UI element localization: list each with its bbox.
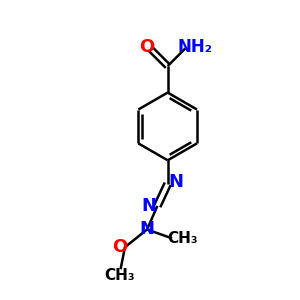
Text: N: N	[168, 173, 183, 191]
Text: CH₃: CH₃	[105, 268, 135, 283]
Text: CH₃: CH₃	[167, 231, 198, 246]
Text: N: N	[142, 197, 157, 215]
Text: O: O	[139, 38, 154, 56]
Text: NH₂: NH₂	[177, 38, 212, 56]
Text: O: O	[112, 238, 127, 256]
Text: N: N	[140, 220, 154, 238]
